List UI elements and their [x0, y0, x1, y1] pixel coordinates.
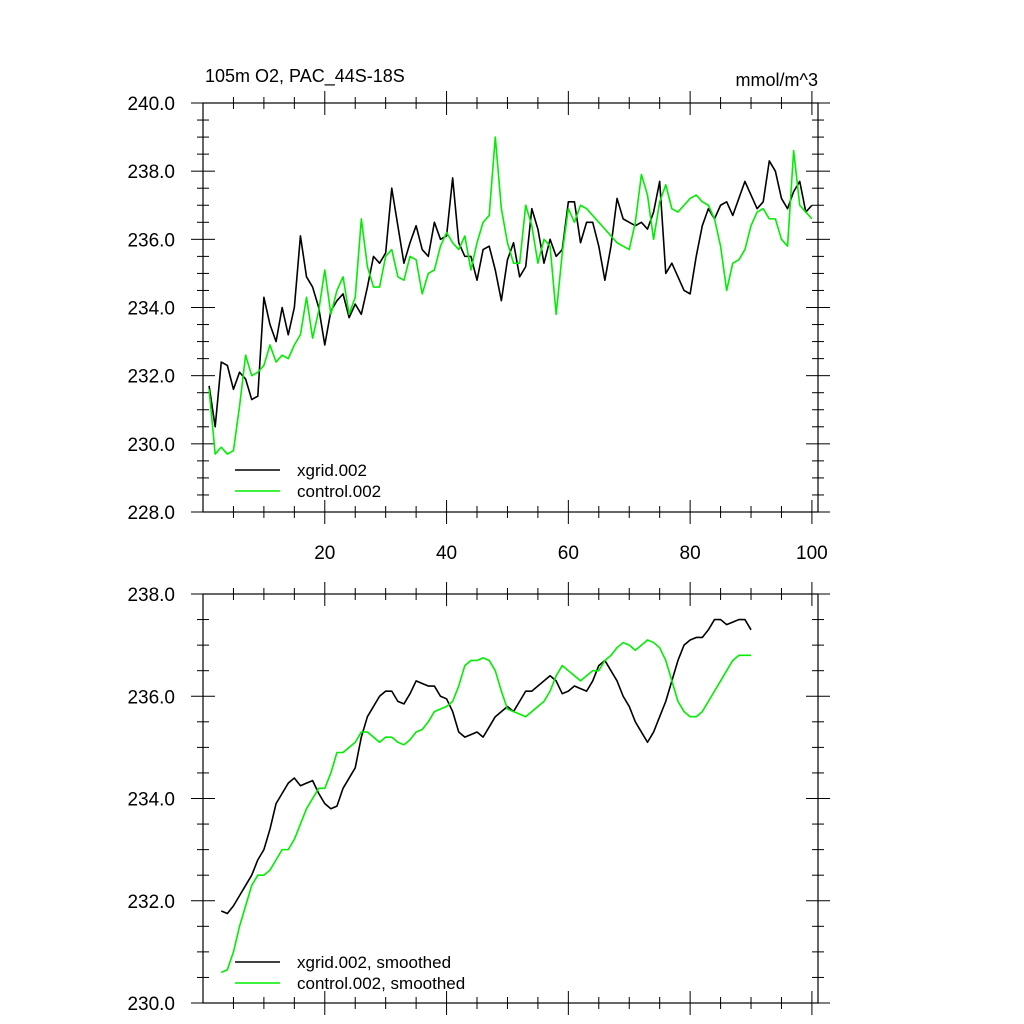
y-tick-label: 236.0 — [127, 687, 175, 708]
legend-label-xgrid: xgrid.002, smoothed — [297, 953, 451, 972]
top-axis-ticks — [191, 91, 830, 524]
y-tick-label: 232.0 — [127, 892, 175, 913]
y-tick-label: 236.0 — [127, 230, 175, 251]
bottom-chart-panel: 238.0 236.0 234.0 232.0 230.0 xgrid.002, smo… — [127, 582, 830, 1015]
top-chart-panel: 105m O2, PAC_44S-18S mmol/m^3 240.0 238.0… — [127, 66, 830, 564]
y-tick-label: 230.0 — [127, 994, 175, 1015]
xgrid-series-line — [208, 160, 813, 428]
x-tick-label: 60 — [558, 543, 579, 564]
bottom-series-lines — [220, 618, 752, 974]
legend-label-xgrid: xgrid.002 — [297, 461, 367, 480]
y-tick-label: 238.0 — [127, 585, 175, 606]
x-tick-label: 100 — [796, 543, 828, 564]
y-tick-label: 234.0 — [127, 790, 175, 811]
y-tick-label: 234.0 — [127, 299, 175, 320]
y-tick-label: 232.0 — [127, 367, 175, 388]
top-plot-frame — [202, 102, 819, 513]
top-legend: xgrid.002 control.002 — [235, 461, 381, 501]
control-series-line — [208, 136, 813, 455]
bottom-axis-ticks — [191, 582, 830, 1015]
control-series-line — [220, 639, 752, 974]
chart-units: mmol/m^3 — [736, 70, 818, 90]
y-tick-label: 230.0 — [127, 435, 175, 456]
bottom-plot-frame — [202, 593, 819, 1004]
y-tick-label: 238.0 — [127, 162, 175, 183]
bottom-legend: xgrid.002, smoothed control.002, smoothed — [235, 953, 465, 993]
x-tick-label: 20 — [314, 543, 335, 564]
x-tick-label: 40 — [436, 543, 457, 564]
top-series-lines — [208, 136, 813, 455]
y-tick-label: 240.0 — [127, 94, 175, 115]
xgrid-series-line — [220, 618, 752, 915]
top-y-axis-labels: 240.0 238.0 236.0 234.0 232.0 230.0 228.0 — [127, 94, 175, 524]
legend-label-control: control.002, smoothed — [297, 974, 465, 993]
x-tick-label: 80 — [680, 543, 701, 564]
bottom-y-axis-labels: 238.0 236.0 234.0 232.0 230.0 — [127, 585, 175, 1015]
chart-title: 105m O2, PAC_44S-18S — [205, 66, 405, 87]
legend-label-control: control.002 — [297, 482, 381, 501]
top-x-axis-labels: 20 40 60 80 100 — [314, 543, 828, 564]
y-tick-label: 228.0 — [127, 503, 175, 524]
